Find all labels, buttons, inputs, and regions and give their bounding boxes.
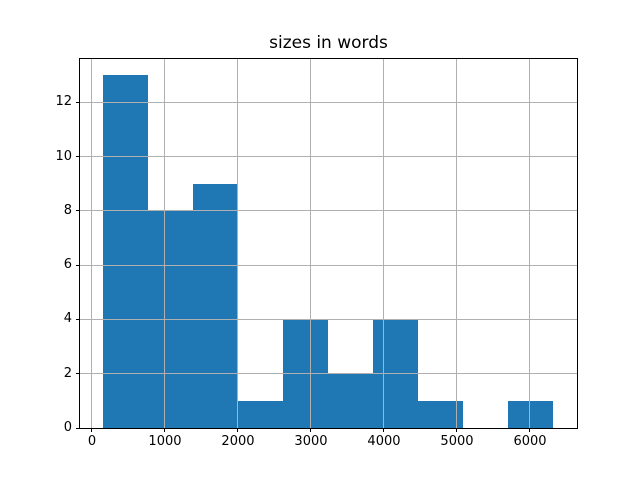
histogram-bar [192, 183, 238, 428]
y-tick-label: 8 [63, 202, 72, 218]
gridline-y [80, 156, 577, 158]
gridline-x [91, 59, 93, 428]
plot-area [80, 59, 577, 428]
y-tick-mark [76, 264, 80, 266]
histogram-bar [508, 400, 554, 428]
gridline-x [456, 59, 458, 428]
y-tick-label: 0 [63, 420, 72, 435]
y-tick-mark [76, 373, 80, 375]
gridline-y [80, 101, 577, 103]
gridline-x [310, 59, 312, 428]
y-tick-mark [76, 156, 80, 158]
x-tick-mark [529, 428, 531, 432]
histogram-bar [418, 400, 464, 428]
y-tick-label: 4 [63, 311, 72, 327]
y-tick-mark [76, 101, 80, 103]
x-tick-label: 2000 [221, 434, 255, 449]
histogram-bar [237, 400, 283, 428]
x-tick-mark [310, 428, 312, 432]
gridline-y [80, 373, 577, 375]
x-tick-mark [383, 428, 385, 432]
chart-title: sizes in words [269, 33, 388, 53]
x-tick-label: 3000 [294, 434, 328, 449]
y-tick-mark [76, 210, 80, 212]
x-tick-mark [237, 428, 239, 432]
y-tick-label: 10 [55, 148, 72, 164]
y-tick-label: 2 [63, 365, 72, 381]
gridline-y [80, 210, 577, 212]
x-tick-label: 5000 [440, 434, 474, 449]
histogram-bar [102, 75, 148, 428]
gridline-x [529, 59, 531, 428]
x-tick-label: 1000 [148, 434, 182, 449]
y-tick-label: 6 [63, 257, 72, 273]
x-tick-mark [456, 428, 458, 432]
x-tick-mark [91, 428, 93, 432]
y-tick-mark [76, 318, 80, 320]
gridline-x [164, 59, 166, 428]
gridline-y [80, 427, 577, 428]
gridline-x [237, 59, 239, 428]
gridline-y [80, 318, 577, 320]
x-tick-label: 0 [87, 434, 97, 449]
x-tick-label: 4000 [367, 434, 401, 449]
gridline-y [80, 264, 577, 266]
x-tick-label: 6000 [513, 434, 547, 449]
y-tick-mark [76, 427, 80, 429]
histogram-bar [327, 373, 374, 428]
x-tick-mark [164, 428, 166, 432]
y-tick-label: 12 [55, 94, 72, 110]
gridline-x [383, 59, 385, 428]
